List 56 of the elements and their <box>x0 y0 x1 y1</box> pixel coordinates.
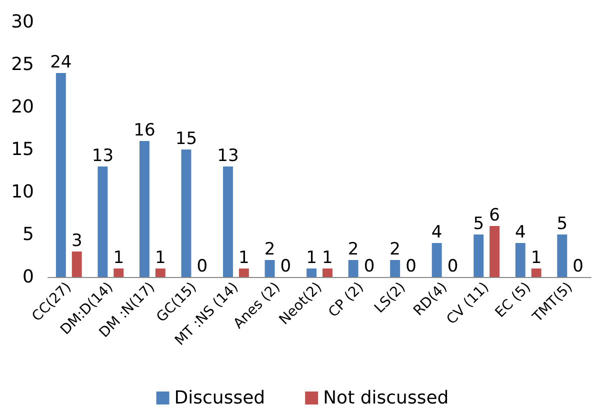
y-tick-label: 30 <box>11 12 34 32</box>
bar <box>432 243 442 277</box>
bar <box>348 260 358 277</box>
data-label: 2 <box>390 240 400 260</box>
bar <box>264 260 275 277</box>
data-label: 4 <box>431 222 442 242</box>
bar <box>322 268 332 277</box>
data-label: 24 <box>50 52 72 72</box>
bar <box>98 166 108 277</box>
bar <box>515 243 526 277</box>
data-label: 2 <box>348 240 359 260</box>
data-label: 3 <box>71 231 82 251</box>
data-label: 4 <box>514 222 526 242</box>
y-tick-label: 25 <box>11 54 34 75</box>
data-label: 1 <box>530 248 542 268</box>
bar <box>474 234 484 277</box>
data-label: 6 <box>489 206 500 226</box>
bar <box>181 150 192 277</box>
legend-label: Discussed <box>174 388 266 408</box>
x-tick-label: CP (2) <box>326 279 367 321</box>
data-label: 1 <box>322 248 333 268</box>
data-label: 0 <box>572 256 584 276</box>
y-tick-label: 0 <box>22 266 34 288</box>
y-tick-label: 10 <box>11 182 34 202</box>
data-label: 13 <box>92 146 114 166</box>
data-label: 5 <box>556 214 568 234</box>
data-label: 2 <box>264 240 276 260</box>
data-label: 1 <box>154 248 166 268</box>
bar <box>390 260 400 277</box>
bar <box>56 73 66 277</box>
data-label: 0 <box>364 256 375 276</box>
data-label: 1 <box>306 248 317 268</box>
bar <box>306 268 317 277</box>
data-label: 0 <box>447 256 458 276</box>
legend-label: Not discussed <box>323 388 449 408</box>
data-label: 13 <box>217 146 239 166</box>
data-label: 16 <box>134 120 156 140</box>
bar <box>72 252 82 277</box>
bar <box>238 268 249 277</box>
data-label: 1 <box>238 248 250 268</box>
y-tick-label: 5 <box>22 224 34 245</box>
data-label: 15 <box>175 129 198 149</box>
bar <box>490 226 500 277</box>
bar <box>139 141 150 277</box>
bar <box>114 268 124 277</box>
data-label: 0 <box>280 256 292 276</box>
data-label: 0 <box>406 256 416 276</box>
bar <box>223 166 233 277</box>
data-label: 1 <box>113 248 124 268</box>
data-label: 0 <box>196 256 208 276</box>
bar <box>155 268 166 277</box>
bar <box>531 268 542 277</box>
data-label: 5 <box>473 214 484 234</box>
y-tick-label: 20 <box>11 96 34 118</box>
y-tick-label: 15 <box>11 139 34 160</box>
bar <box>557 234 568 277</box>
